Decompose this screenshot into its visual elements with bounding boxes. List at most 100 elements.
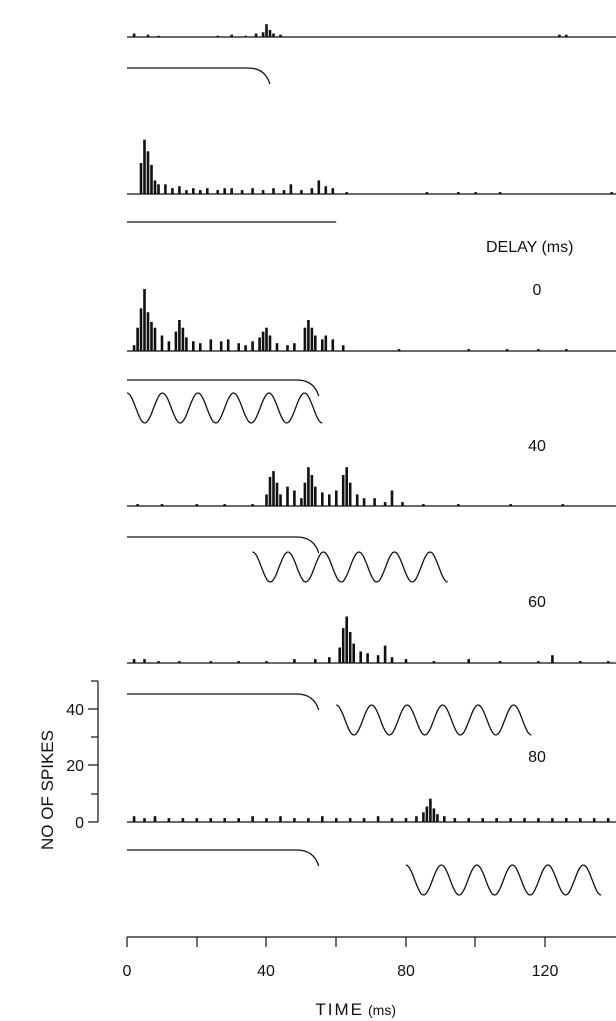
- psth-bin-3-16: [314, 486, 317, 506]
- psth-bin-5-26: [436, 814, 439, 822]
- delay-value-40: 40: [528, 438, 546, 455]
- tone-waveform-3: [252, 551, 448, 583]
- psth-bin-0-1: [146, 34, 150, 37]
- psth-bin-4-15: [359, 651, 362, 663]
- psth-bin-3-25: [373, 498, 376, 506]
- psth-bin-0-8: [265, 24, 268, 37]
- x-tick-40: 40: [257, 963, 275, 980]
- psth-bin-2-26: [286, 345, 289, 351]
- psth-bin-2-39: [537, 349, 540, 351]
- psth-bin-0-2: [157, 35, 160, 37]
- psth-bin-3-19: [335, 490, 338, 506]
- psth-bin-2-17: [226, 339, 230, 351]
- psth-bin-3-9: [279, 494, 282, 506]
- psth-bin-4-23: [498, 661, 502, 663]
- psth-bin-1-7: [171, 188, 174, 194]
- psth-bin-1-2: [146, 151, 150, 194]
- psth-bin-4-7: [293, 659, 296, 663]
- psth-bin-5-36: [565, 818, 568, 822]
- histogram-panels: [126, 24, 616, 896]
- psth-bin-4-3: [178, 661, 181, 663]
- psth-bin-5-21: [415, 816, 418, 822]
- psth-bin-2-2: [139, 308, 143, 351]
- psth-bin-2-9: [174, 331, 178, 351]
- psth-bin-2-31: [314, 335, 317, 351]
- psth-bin-2-5: [150, 321, 153, 351]
- psth-bin-3-1: [160, 504, 164, 506]
- psth-bin-4-27: [606, 661, 610, 663]
- delay-value-60: 60: [528, 594, 546, 611]
- psth-bin-3-17: [321, 492, 324, 506]
- psth-bin-0-6: [254, 33, 258, 37]
- psth-bin-4-16: [366, 653, 369, 663]
- psth-bin-2-19: [244, 345, 247, 351]
- x-tick-120: 120: [532, 963, 559, 980]
- psth-bin-3-4: [251, 504, 254, 506]
- tone-waveform-5: [405, 864, 602, 896]
- psth-bin-1-24: [317, 180, 321, 194]
- psth-bin-5-3: [167, 818, 171, 822]
- psth-bin-3-18: [328, 494, 331, 506]
- psth-bin-2-22: [261, 331, 265, 351]
- psth-bin-4-20: [404, 659, 408, 663]
- psth-bin-3-5: [265, 494, 268, 506]
- psth-bin-3-32: [561, 504, 565, 506]
- psth-bin-2-0: [132, 345, 136, 351]
- psth-bin-3-30: [457, 504, 460, 506]
- psth-bin-2-34: [331, 339, 335, 351]
- psth-bin-4-1: [143, 659, 146, 663]
- psth-bin-5-33: [523, 818, 526, 822]
- psth-bin-3-20: [341, 475, 345, 506]
- psth-bin-1-1: [143, 139, 146, 194]
- psth-bin-3-27: [390, 490, 394, 506]
- psth-bin-2-37: [467, 349, 470, 351]
- psth-bin-4-22: [467, 659, 470, 663]
- psth-bin-0-0: [132, 33, 136, 37]
- psth-bin-1-3: [150, 164, 153, 194]
- psth-bin-2-11: [181, 327, 185, 351]
- psth-bin-0-7: [261, 32, 265, 37]
- psth-bin-1-16: [240, 190, 244, 194]
- psth-bin-5-8: [237, 818, 240, 822]
- psth-bin-1-23: [310, 188, 314, 194]
- psth-bin-4-6: [265, 661, 268, 663]
- psth-bin-1-22: [300, 190, 303, 194]
- psth-bin-5-17: [362, 818, 366, 822]
- psth-bin-0-9: [268, 30, 272, 37]
- psth-bin-1-6: [164, 184, 167, 194]
- psth-bin-4-8: [314, 659, 317, 663]
- x-tick-0: 0: [123, 963, 132, 980]
- psth-bin-0-4: [230, 34, 233, 37]
- psth-bin-1-12: [206, 188, 209, 194]
- psth-bin-2-8: [167, 341, 171, 351]
- psth-bin-5-31: [495, 818, 498, 822]
- psth-bin-1-25: [324, 186, 328, 194]
- psth-bin-3-29: [422, 504, 425, 506]
- psth-bin-3-8: [275, 482, 279, 506]
- psth-bin-5-24: [429, 798, 432, 822]
- psth-bin-2-13: [192, 341, 195, 351]
- psth-bin-4-5: [237, 661, 240, 663]
- psth-bin-3-11: [293, 490, 296, 506]
- x-tick-80: 80: [397, 963, 415, 980]
- psth-bin-2-12: [185, 337, 188, 351]
- psth-bin-1-11: [199, 190, 202, 194]
- psth-bin-1-0: [139, 163, 143, 194]
- psth-bin-4-0: [132, 659, 136, 663]
- psth-bin-1-27: [345, 192, 348, 194]
- psth-bin-3-7: [272, 471, 275, 506]
- psth-bin-4-13: [348, 632, 352, 663]
- psth-bin-0-10: [272, 33, 275, 37]
- psth-bin-1-9: [185, 190, 188, 194]
- delay-value-0: 0: [533, 282, 542, 299]
- x-axis: 0 40 80 120 TIME (ms): [123, 936, 616, 1019]
- stimulus-envelope-0: [127, 67, 271, 85]
- psth-bin-1-8: [178, 186, 181, 194]
- psth-bin-4-21: [432, 661, 436, 663]
- psth-bin-1-26: [331, 188, 335, 194]
- psth-bin-2-35: [341, 345, 345, 351]
- x-axis-unit: (ms): [368, 1002, 396, 1018]
- psth-bin-5-7: [223, 818, 226, 822]
- psth-bin-5-5: [195, 818, 199, 822]
